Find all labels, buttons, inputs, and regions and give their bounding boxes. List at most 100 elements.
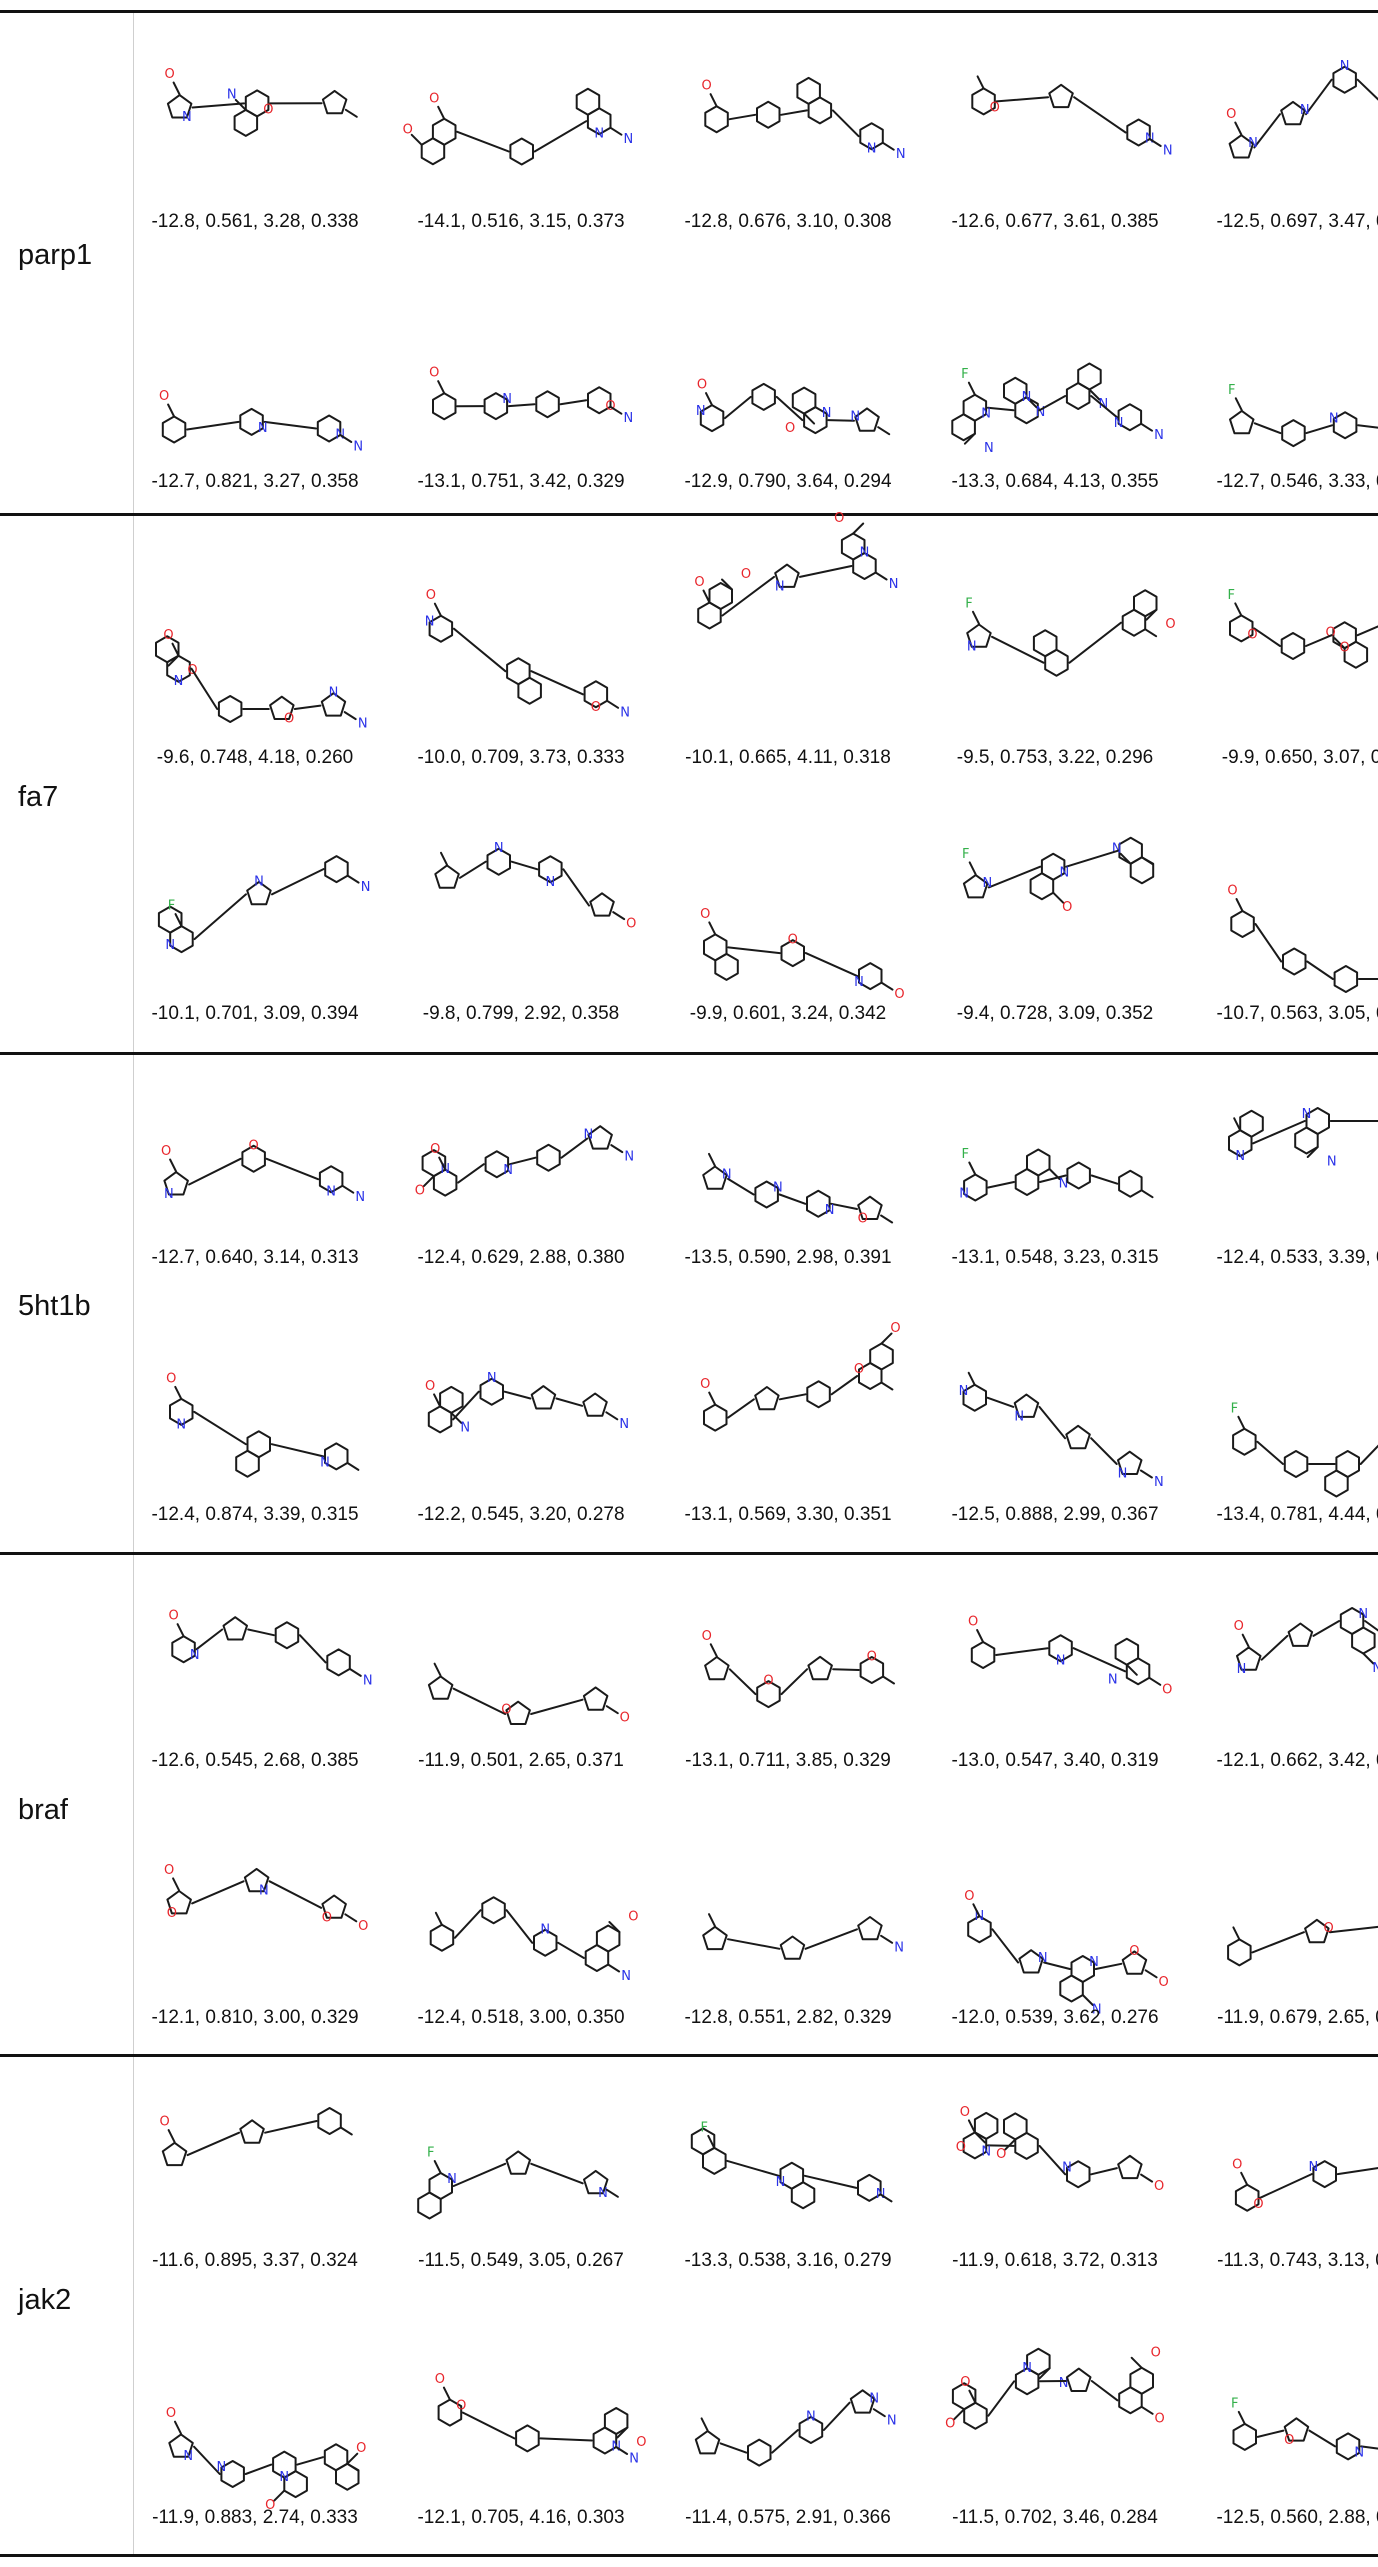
bond <box>192 2445 221 2475</box>
score-label: -12.4, 0.874, 3.39, 0.315 <box>151 1504 359 1525</box>
bond <box>268 1880 322 1909</box>
bond <box>973 2131 986 2144</box>
atom-label: N <box>1059 866 1069 881</box>
bond <box>879 1381 893 1391</box>
five-membered-ring <box>1283 2417 1309 2442</box>
bond <box>826 419 855 422</box>
bond <box>1260 1634 1288 1661</box>
atom-label: N <box>1021 390 1031 405</box>
atom-label: O <box>263 102 273 117</box>
six-membered-ring <box>316 2107 342 2135</box>
bond <box>1038 2144 1066 2176</box>
atom-label: O <box>701 79 711 94</box>
six-membered-ring <box>486 847 511 876</box>
atom-label: O <box>456 2399 466 2414</box>
bond <box>191 102 245 109</box>
bond <box>707 921 716 936</box>
table-bottom-border <box>0 2554 1378 2557</box>
atom-label: N <box>1162 144 1172 159</box>
bond <box>605 1705 619 1715</box>
atom-label: O <box>1162 1682 1172 1697</box>
bond <box>1304 424 1333 435</box>
molecule-structure: ONONON <box>154 628 367 732</box>
six-membered-ring <box>780 939 805 968</box>
fused-ring <box>1029 872 1054 901</box>
score-label: -9.9, 0.650, 3.07, 0.381 <box>1221 747 1378 768</box>
six-membered-ring <box>437 2398 462 2427</box>
score-label: -11.5, 0.702, 3.46, 0.284 <box>952 2507 1158 2528</box>
bond <box>1072 96 1127 134</box>
atom-label: N <box>1091 2003 1101 2018</box>
bond <box>881 141 895 151</box>
atom-label: N <box>869 2391 879 2406</box>
score-label: -13.3, 0.538, 3.16, 0.279 <box>684 2250 892 2271</box>
five-membered-ring <box>581 1392 608 1417</box>
atom-label: N <box>357 717 367 732</box>
six-membered-ring <box>323 1442 348 1471</box>
bond <box>1356 78 1378 102</box>
bond <box>770 2429 799 2454</box>
bond <box>263 420 317 430</box>
six-membered-ring <box>514 2424 540 2453</box>
molecule-structure: N O N <box>168 1609 372 1689</box>
fused-ring <box>950 413 976 442</box>
bond <box>1232 1117 1241 1132</box>
bond <box>192 1410 247 1446</box>
score-label: -12.1, 0.810, 3.00, 0.329 <box>151 2007 359 2028</box>
bond <box>561 868 590 907</box>
bond <box>533 120 587 153</box>
five-membered-ring <box>586 1125 613 1150</box>
bond <box>529 670 584 696</box>
fused-ring <box>1350 1626 1376 1655</box>
bond <box>1231 1926 1240 1941</box>
bond <box>187 1157 242 1186</box>
bond <box>986 2380 1015 2417</box>
fused-ring <box>416 2191 442 2220</box>
six-membered-ring <box>480 1896 506 1925</box>
atom-label: N <box>624 1150 634 1165</box>
bond <box>186 2131 240 2157</box>
atom-label: O <box>619 1711 629 1726</box>
six-membered-ring <box>217 695 242 723</box>
atom-label: O <box>834 511 844 526</box>
score-label: -11.9, 0.501, 2.65, 0.371 <box>418 1750 624 1771</box>
bond <box>505 1909 533 1944</box>
bond <box>967 1371 976 1386</box>
bond <box>994 1647 1049 1656</box>
bond <box>434 1911 443 1926</box>
atom-label: N <box>886 2414 896 2429</box>
bond <box>880 1332 892 1345</box>
bond <box>1090 2380 1118 2402</box>
atom-label: N <box>620 705 630 720</box>
bond <box>1305 960 1334 980</box>
bond <box>968 861 977 876</box>
five-membered-ring <box>856 1195 883 1220</box>
molecule-structure: ONNNON <box>414 1125 634 1199</box>
atom-label: O <box>628 1910 638 1925</box>
five-membered-ring <box>1228 409 1254 435</box>
atom-label: O <box>1158 1975 1168 1990</box>
bond <box>176 1623 185 1638</box>
atom-label: O <box>501 1703 511 1718</box>
bond <box>453 1909 482 1939</box>
six-membered-ring <box>323 855 349 884</box>
bond <box>195 1628 223 1651</box>
five-membered-ring <box>1065 2367 1091 2392</box>
molecule-structure: NNNNOO <box>1226 59 1378 159</box>
target-label: parp1 <box>18 239 93 271</box>
five-membered-ring <box>433 864 460 889</box>
bond <box>1038 395 1066 412</box>
six-membered-ring <box>962 1173 988 1202</box>
five-membered-ring <box>588 892 615 917</box>
six-membered-ring <box>703 105 729 134</box>
bond <box>1251 1120 1306 1145</box>
atom-label: N <box>621 1969 631 1984</box>
bond <box>804 952 858 978</box>
six-membered-ring <box>1333 965 1358 993</box>
atom-label: O <box>158 389 168 404</box>
atom-label: O <box>1227 884 1237 899</box>
fused-ring <box>1002 376 1027 405</box>
atom-label: O <box>1339 641 1349 656</box>
